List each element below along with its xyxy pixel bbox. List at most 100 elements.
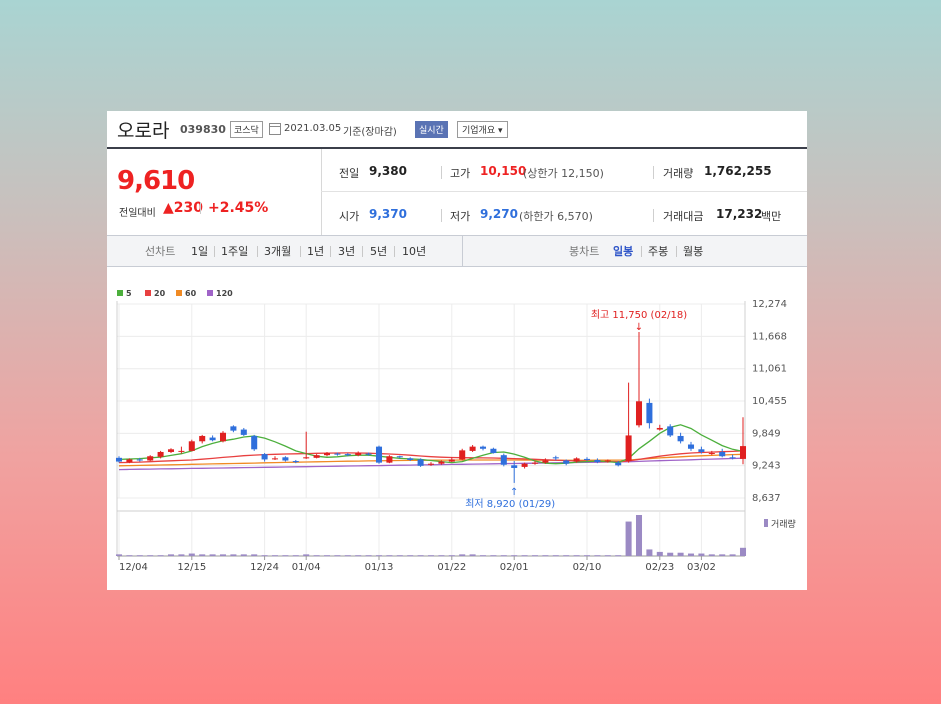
legend-label: 60 xyxy=(185,289,197,298)
stock-name: 오로라 xyxy=(117,120,170,142)
volume-bar xyxy=(729,554,736,556)
candle xyxy=(355,453,362,456)
y-tick-label: 10,455 xyxy=(752,396,787,407)
volume-bar xyxy=(167,554,175,556)
candle xyxy=(407,458,414,460)
candle xyxy=(334,453,341,455)
tab-line-10y[interactable]: 10년 xyxy=(402,245,427,258)
volume-label: 거래량 xyxy=(663,167,694,180)
volume-bar xyxy=(271,555,279,557)
volume-bar xyxy=(292,555,299,557)
volume-bar xyxy=(531,555,539,557)
candle xyxy=(396,456,403,458)
tab-line-1d[interactable]: 1일 xyxy=(191,245,209,258)
y-tick-label: 11,061 xyxy=(752,364,787,375)
x-tick-label: 02/10 xyxy=(573,562,602,573)
candle xyxy=(448,459,455,462)
tab-line-3m[interactable]: 3개월 xyxy=(264,245,292,258)
volume-bar xyxy=(407,555,414,557)
line-chart-label: 선차트 xyxy=(145,245,176,258)
divider xyxy=(441,209,442,222)
volume-bar xyxy=(646,549,653,556)
tab-line-1w[interactable]: 1주일 xyxy=(221,245,249,258)
volume-bar xyxy=(635,515,643,556)
prev-close-label: 전일 xyxy=(339,167,360,180)
candle xyxy=(282,457,289,461)
stock-header: 오로라 039830 코스닥 2021.03.05 기준(장마감) 실시간 기업… xyxy=(107,111,807,149)
volume-bar xyxy=(542,555,549,557)
candle xyxy=(240,429,247,435)
x-tick-label: 02/23 xyxy=(645,562,674,573)
trade-value: 17,232 xyxy=(716,207,763,221)
candle xyxy=(303,457,310,459)
candle xyxy=(490,448,497,454)
candle xyxy=(438,461,445,464)
legend-ma5: 5 xyxy=(117,289,132,298)
divider xyxy=(300,246,301,257)
candle xyxy=(209,437,216,441)
volume-bar xyxy=(438,555,445,557)
candle xyxy=(604,460,611,462)
legend-label: 20 xyxy=(154,289,166,298)
volume-legend-label: 거래량 xyxy=(771,518,796,530)
open-label: 시가 xyxy=(339,210,360,223)
stock-chart-panel: 오로라 039830 코스닥 2021.03.05 기준(장마감) 실시간 기업… xyxy=(107,111,807,590)
open-value: 9,370 xyxy=(369,207,407,221)
candle xyxy=(271,458,279,460)
candle xyxy=(511,465,518,468)
volume-bar xyxy=(219,554,227,556)
divider xyxy=(641,246,642,257)
candle xyxy=(188,441,195,451)
candle xyxy=(615,462,622,466)
tab-candle-monthly[interactable]: 월봉 xyxy=(683,245,704,258)
divider xyxy=(200,202,201,214)
tab-candle-daily[interactable]: 일봉 xyxy=(613,245,634,258)
candle xyxy=(230,426,237,431)
candle xyxy=(719,451,726,457)
volume-bar xyxy=(303,554,310,556)
high-value: 10,150 xyxy=(480,164,527,178)
candle xyxy=(729,457,736,459)
volume-bar xyxy=(136,555,143,557)
volume-bar xyxy=(708,554,715,556)
tab-candle-weekly[interactable]: 주봉 xyxy=(648,245,669,258)
volume-bar xyxy=(739,547,747,556)
divider xyxy=(362,246,363,257)
volume-legend-swatch xyxy=(764,519,768,527)
ma20-line xyxy=(118,450,744,464)
tab-line-5y[interactable]: 5년 xyxy=(370,245,388,258)
volume-bar xyxy=(656,551,663,556)
x-tick-label: 01/04 xyxy=(292,562,321,573)
low-arrow: ↑ xyxy=(510,487,518,498)
divider xyxy=(214,246,215,257)
low-annotation: 최저 8,920 (01/29) xyxy=(465,498,555,510)
low-label: 저가 xyxy=(450,210,471,223)
candle xyxy=(594,459,601,463)
x-tick-label: 12/15 xyxy=(177,562,206,573)
volume-bar xyxy=(469,554,476,556)
volume-bar xyxy=(323,555,331,557)
legend-ma120: 120 xyxy=(207,289,233,298)
volume-bar xyxy=(667,552,674,556)
volume-bar xyxy=(126,555,133,557)
chart-period-tabs: 선차트 1일 1주일 3개월 1년 3년 5년 10년 봉차트 일봉 주봉 월봉 xyxy=(107,235,807,267)
candle xyxy=(677,435,684,442)
volume-bar xyxy=(396,555,403,557)
high-label: 고가 xyxy=(450,167,471,180)
legend-swatch xyxy=(207,290,213,296)
legend-swatch xyxy=(117,290,123,296)
current-price: 9,610 xyxy=(117,166,195,196)
candle xyxy=(552,457,559,459)
candle xyxy=(563,460,570,464)
tab-line-3y[interactable]: 3년 xyxy=(338,245,356,258)
candle xyxy=(635,401,643,426)
candle xyxy=(167,449,175,452)
company-overview-dropdown[interactable]: 기업개요 ▾ xyxy=(457,121,508,138)
candle xyxy=(386,456,393,463)
candle xyxy=(521,463,528,467)
tab-line-1y[interactable]: 1년 xyxy=(307,245,325,258)
candle xyxy=(500,455,507,465)
divider xyxy=(676,246,677,257)
realtime-button[interactable]: 실시간 xyxy=(415,121,448,138)
x-tick-label: 03/02 xyxy=(687,562,716,573)
